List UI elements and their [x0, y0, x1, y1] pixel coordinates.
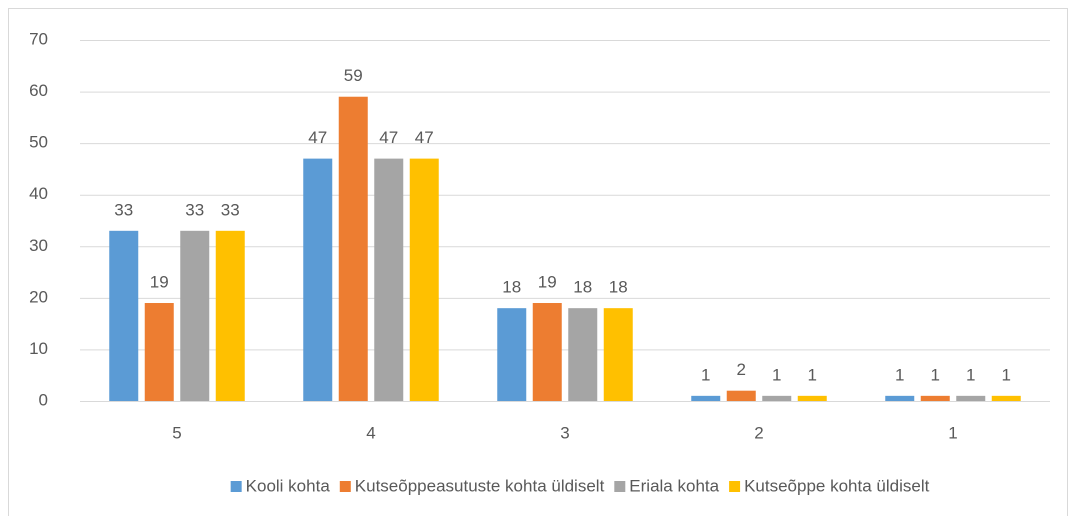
bar	[762, 395, 792, 401]
data-label: 1	[1002, 365, 1011, 384]
bar	[991, 395, 1021, 401]
bar	[691, 395, 721, 401]
legend-swatch	[339, 481, 351, 492]
data-label: 1	[895, 365, 904, 384]
legend-swatch	[230, 481, 242, 492]
data-label: 1	[966, 365, 975, 384]
legend-label: Kooli kohta	[246, 476, 331, 495]
y-tick-label: 0	[39, 390, 48, 409]
y-tick-label: 40	[29, 184, 48, 203]
data-label: 1	[808, 365, 817, 384]
x-tick-label: 5	[172, 423, 181, 442]
bar	[568, 308, 598, 401]
bar	[885, 395, 915, 401]
bar	[603, 308, 633, 401]
data-label: 33	[185, 200, 204, 219]
x-tick-label: 4	[366, 423, 375, 442]
legend-label: Eriala kohta	[629, 476, 719, 495]
chart-frame	[8, 8, 1068, 516]
legend-label: Kutseõppe kohta üldiselt	[744, 476, 930, 495]
bar	[497, 308, 527, 401]
bar	[144, 303, 174, 401]
data-label: 59	[344, 66, 363, 85]
data-label: 47	[308, 128, 327, 147]
y-tick-label: 70	[29, 29, 48, 48]
y-tick-label: 50	[29, 133, 48, 152]
bar	[956, 395, 986, 401]
data-label: 18	[573, 278, 592, 297]
legend-swatch	[614, 481, 626, 492]
data-label: 33	[221, 200, 240, 219]
data-label: 18	[502, 278, 521, 297]
data-label: 19	[538, 272, 557, 291]
x-tick-label: 3	[560, 423, 569, 442]
data-label: 1	[701, 365, 710, 384]
y-tick-label: 20	[29, 287, 48, 306]
data-label: 47	[379, 128, 398, 147]
data-label: 18	[609, 278, 628, 297]
bar	[797, 395, 827, 401]
data-label: 19	[150, 272, 169, 291]
bar	[338, 96, 368, 401]
bar	[180, 230, 210, 401]
data-label: 2	[737, 360, 746, 379]
bar	[374, 158, 404, 401]
bar	[409, 158, 439, 401]
legend-swatch	[729, 481, 741, 492]
data-label: 1	[772, 365, 781, 384]
y-tick-label: 30	[29, 236, 48, 255]
data-label: 33	[114, 200, 133, 219]
bar	[303, 158, 333, 401]
legend-label: Kutseõppeasutuste kohta üldiselt	[355, 476, 605, 495]
data-label: 47	[415, 128, 434, 147]
y-tick-label: 60	[29, 81, 48, 100]
bar	[109, 230, 139, 401]
y-tick-label: 10	[29, 339, 48, 358]
data-label: 1	[931, 365, 940, 384]
bar	[920, 395, 950, 401]
bar	[215, 230, 245, 401]
x-tick-label: 1	[948, 423, 957, 442]
bar	[726, 390, 756, 401]
x-tick-label: 2	[754, 423, 763, 442]
bar	[532, 303, 562, 401]
